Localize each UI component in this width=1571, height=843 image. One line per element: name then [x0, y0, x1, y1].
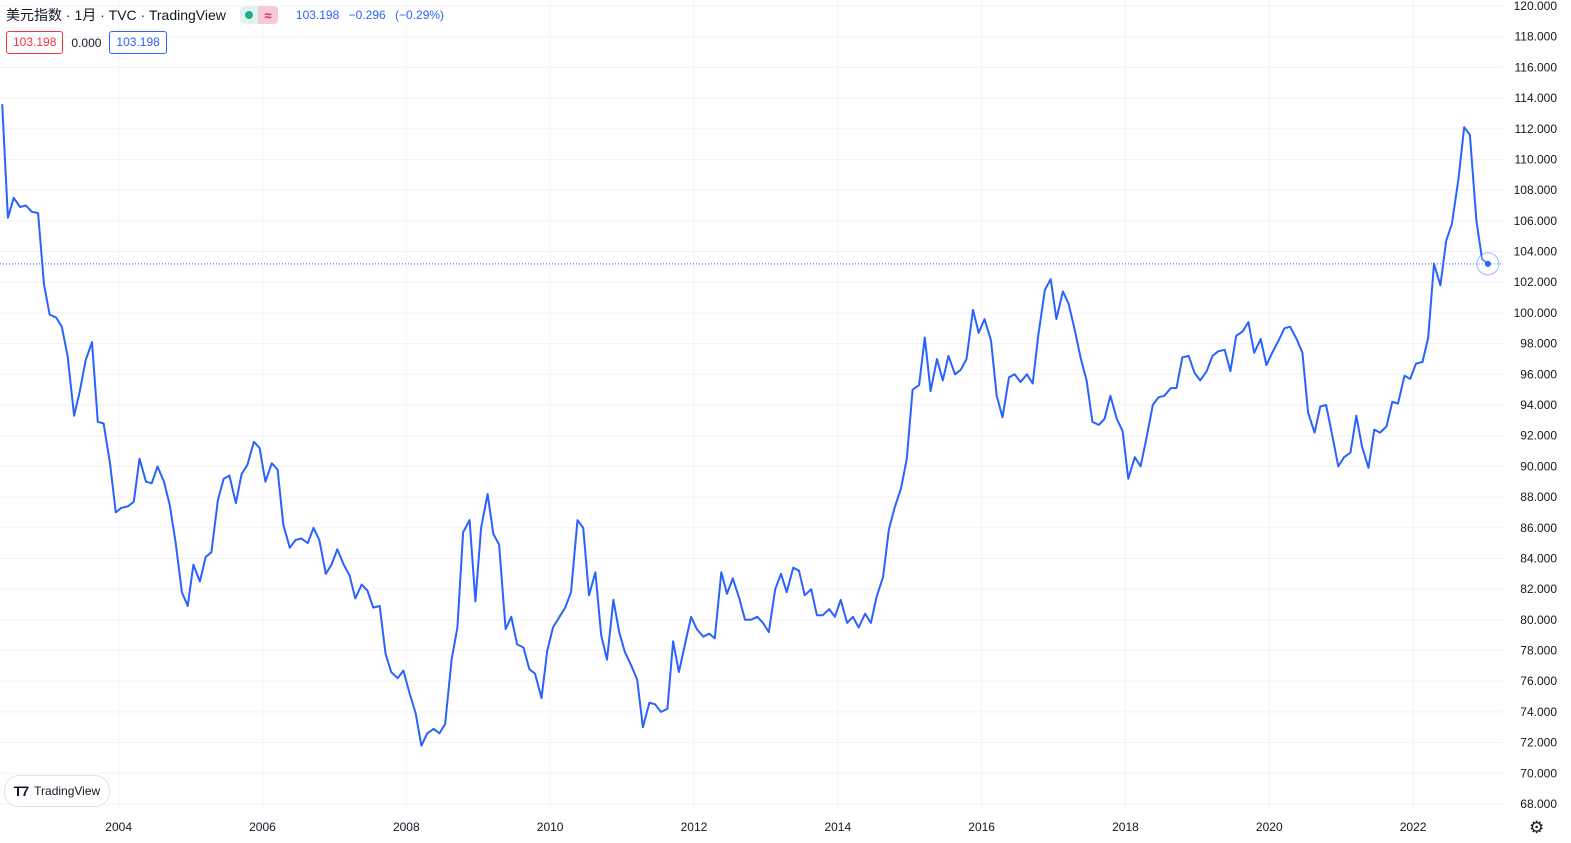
tradingview-watermark[interactable]: T7 TradingView — [4, 775, 110, 807]
market-status[interactable]: ≈ — [239, 6, 278, 24]
sell-value-box[interactable]: 103.198 — [6, 31, 64, 54]
y-tick-label: 78.000 — [1520, 644, 1557, 658]
y-tick-label: 114.000 — [1515, 91, 1558, 105]
x-tick-label: 2016 — [968, 820, 995, 834]
y-tick-label: 100.000 — [1514, 306, 1558, 320]
x-tick-label: 2014 — [824, 820, 851, 834]
y-tick-label: 106.000 — [1514, 214, 1558, 228]
last-price: 103.198 — [295, 8, 340, 22]
y-tick-label: 112.000 — [1515, 122, 1558, 136]
x-tick-label: 2020 — [1256, 820, 1283, 834]
y-tick-label: 110.000 — [1515, 152, 1558, 166]
y-tick-label: 108.000 — [1514, 183, 1558, 197]
symbol-title[interactable]: 美元指数 · 1月 · TVC · TradingView — [6, 7, 226, 23]
x-tick-label: 2008 — [393, 820, 420, 834]
y-tick-label: 88.000 — [1520, 490, 1557, 504]
y-tick-label: 82.000 — [1520, 582, 1557, 596]
price-series-line — [1, 104, 1489, 747]
y-tick-label: 96.000 — [1520, 367, 1557, 381]
x-tick-label: 2006 — [249, 820, 276, 834]
y-tick-label: 68.000 — [1520, 797, 1557, 811]
y-tick-label: 120.000 — [1514, 0, 1558, 13]
x-tick-label: 2004 — [105, 820, 132, 834]
y-tick-label: 90.000 — [1520, 459, 1557, 473]
y-tick-label: 92.000 — [1520, 429, 1557, 443]
y-tick-label: 118.000 — [1515, 30, 1558, 44]
spread-value: 0.000 — [71, 35, 102, 50]
y-tick-label: 72.000 — [1520, 736, 1557, 750]
approx-icon: ≈ — [257, 6, 278, 24]
x-tick-label: 2018 — [1112, 820, 1139, 834]
y-tick-label: 74.000 — [1520, 705, 1557, 719]
price-change-percent: (−0.29%) — [395, 8, 445, 22]
x-tick-label: 2022 — [1400, 820, 1427, 834]
price-axis[interactable]: 68.000 70.000 72.000 74.000 76.000 78.000 80.0… — [1514, 0, 1558, 811]
tradingview-logo-icon: T7 — [13, 783, 29, 799]
y-tick-label: 84.000 — [1520, 551, 1557, 565]
watermark-text: TradingView — [34, 784, 101, 798]
dot-icon — [239, 6, 258, 24]
x-tick-label: 2010 — [537, 820, 564, 834]
price-change-info: 103.198 −0.296 (−0.29%) — [296, 8, 450, 22]
price-change: −0.296 — [348, 8, 386, 22]
y-tick-label: 102.000 — [1514, 275, 1558, 289]
y-tick-label: 86.000 — [1520, 521, 1557, 535]
x-tick-label: 2012 — [681, 820, 708, 834]
gear-icon[interactable]: ⚙ — [1529, 818, 1545, 837]
y-tick-label: 94.000 — [1520, 398, 1557, 412]
y-tick-label: 98.000 — [1520, 337, 1557, 351]
chart-legend-header: 美元指数 · 1月 · TVC · TradingView ≈ 103.198 … — [6, 5, 450, 25]
buy-value-box[interactable]: 103.198 — [109, 31, 167, 54]
y-tick-label: 116.000 — [1515, 60, 1558, 74]
y-tick-label: 70.000 — [1520, 766, 1557, 780]
y-tick-label: 104.000 — [1514, 245, 1558, 259]
grid-lines — [0, 0, 1503, 808]
y-tick-label: 80.000 — [1520, 613, 1557, 627]
indicator-values-row: 103.198 0.000 103.198 — [6, 31, 167, 54]
y-tick-label: 76.000 — [1520, 674, 1557, 688]
time-axis[interactable]: 2004 2006 2008 2010 2012 2014 2016 2018 2020 2022 — [105, 820, 1426, 834]
last-point-marker — [1484, 260, 1491, 267]
